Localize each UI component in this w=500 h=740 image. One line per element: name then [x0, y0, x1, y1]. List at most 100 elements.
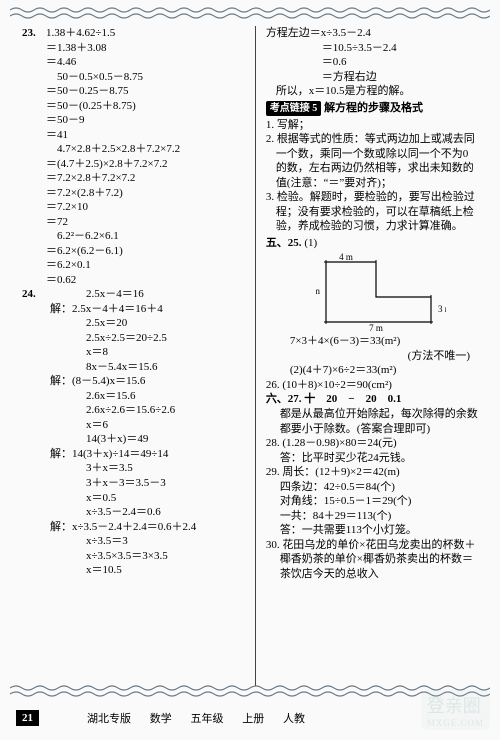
kaodian-body: 1. 写解；2. 根据等式的性质：等式两边加上或减去同一个数，乘同一个数或除以同… [266, 118, 478, 234]
right-column: 方程左边＝x÷3.5－2.4＝10.5÷3.5－2.4＝0.6＝方程右边所以，x… [266, 26, 478, 686]
verify-block: 方程左边＝x÷3.5－2.4＝10.5÷3.5－2.4＝0.6＝方程右边所以，x… [266, 26, 478, 99]
q24-number: 24. [22, 287, 46, 577]
calc-line: ＝72 [46, 215, 180, 230]
calc-line: ＝0.62 [46, 273, 180, 288]
q28: 28. (1.28－0.98)×80＝24(元) 答：比平时买少花24元钱。 [266, 436, 478, 465]
eq-head: 2.5x－4＝16 [46, 287, 245, 302]
q29-l5: 答：一共需要113个小灯笼。 [266, 523, 478, 538]
calc-line: ＝50－9 [46, 113, 180, 128]
watermark: 登亲圈 MXGE.COM [421, 690, 490, 730]
eq-step: 解：x÷3.5－2.4＋2.4＝0.6＋2.4 [46, 520, 245, 535]
kaodian-tag: 考点链接 5 [266, 101, 322, 116]
wave-border-top [10, 6, 490, 20]
q29-l4: 一共：84＋29＝113(个) [266, 509, 478, 524]
q25-calc2: (2)(4＋7)×6÷2＝33(m²) [266, 363, 478, 378]
q30-l1: 30. 花田乌龙的单价×花田乌龙卖出的杯数＋椰香奶茶的单价×椰香奶茶卖出的杯数＝… [266, 538, 478, 582]
eq-step: 3＋x－3＝3.5－3 [46, 476, 245, 491]
wave-border-bottom [10, 684, 490, 698]
eq-step: x÷3.5×3.5＝3×3.5 [46, 549, 245, 564]
calc-line: 50－0.5×0.5－8.75 [46, 70, 180, 85]
calc-line: ＝7.2×(2.8＋7.2) [46, 186, 180, 201]
svg-text:6 m: 6 m [316, 286, 320, 296]
verify-line: ＝10.5÷3.5－2.4 [266, 41, 478, 56]
eq-step: x＝0.5 [46, 491, 245, 506]
q25-diagram: 4 m 6 m 3 m 7 m [316, 252, 446, 332]
q27-body: 都是从最高位开始除起，每次除得的余数都要小于除数。(答案合理即可) [266, 407, 478, 436]
calc-line: ＝6.2×0.1 [46, 258, 180, 273]
page-number: 21 [16, 710, 39, 726]
q29-l2: 四条边：42÷0.5＝84(个) [266, 480, 478, 495]
q23-body: 1.38＋4.62÷1.5＝1.38＋3.08＝4.46 50－0.5×0.5－… [46, 26, 180, 287]
q25-calc1: 7×3＋4×(6－3)＝33(m²) [266, 334, 478, 349]
calc-line: ＝1.38＋3.08 [46, 41, 180, 56]
eq-step: x＝6 [46, 418, 245, 433]
q25-label: 五、25. [266, 237, 302, 249]
svg-text:4 m: 4 m [339, 252, 353, 262]
q24-body: 2.5x－4＝16解：2.5x－4＋4＝16＋42.5x＝202.5x÷2.5＝… [46, 287, 245, 577]
q27: 六、27. 十 20 − 20 0.1 都是从最高位开始除起，每次除得的余数都要… [266, 392, 478, 436]
q23-number: 23. [22, 26, 46, 287]
eq-step: x＝8 [46, 345, 245, 360]
calc-line: 1.38＋4.62÷1.5 [46, 26, 180, 41]
column-divider [255, 26, 256, 686]
calc-line: ＝41 [46, 128, 180, 143]
verify-line: 方程左边＝x÷3.5－2.4 [266, 26, 478, 41]
q28-l1: 28. (1.28－0.98)×80＝24(元) [266, 436, 478, 451]
eq-step: 3＋x＝3.5 [46, 461, 245, 476]
verify-line: ＝方程右边 [266, 70, 478, 85]
eq-step: 2.5x＝20 [46, 316, 245, 331]
footer-e: 人教 [283, 713, 305, 725]
kaodian-block: 考点链接 5 解方程的步骤及格式 1. 写解；2. 根据等式的性质：等式两边加上… [266, 101, 478, 234]
q25-part1: (1) [304, 237, 317, 249]
q26: 26. (10＋8)×10÷2＝90(cm²) [266, 378, 478, 393]
calc-line: ＝4.46 [46, 55, 180, 70]
eq-head: 14(3＋x)＝49 [46, 432, 245, 447]
q29-l3: 对角线：15÷0.5－1＝29(个) [266, 494, 478, 509]
footer-text: 湖北专版 数学 五年级 上册 人教 [79, 710, 313, 726]
calc-line: ＝7.2×2.8＋7.2×7.2 [46, 171, 180, 186]
q23: 23. 1.38＋4.62÷1.5＝1.38＋3.08＝4.46 50－0.5×… [22, 26, 245, 287]
q24: 24. 2.5x－4＝16解：2.5x－4＋4＝16＋42.5x＝202.5x÷… [22, 287, 245, 577]
watermark-small: MXGE.COM [427, 718, 484, 728]
kaodian-title: 解方程的步骤及格式 [324, 102, 423, 114]
eq-step: 2.6x÷2.6＝15.6÷2.6 [46, 403, 245, 418]
eq-step: x÷3.5＝3 [46, 534, 245, 549]
q29-l1: 29. 周长：(12＋9)×2＝42(m) [266, 465, 478, 480]
eq-step: 解：(8－5.4)x＝15.6 [46, 374, 245, 389]
svg-text:3 m: 3 m [438, 304, 446, 314]
verify-line: 所以，x＝10.5是方程的解。 [266, 84, 478, 99]
svg-text:7 m: 7 m [369, 323, 383, 332]
footer-d: 上册 [242, 713, 264, 725]
verify-line: ＝0.6 [266, 55, 478, 70]
eq-head: 8x－5.4x＝15.6 [46, 360, 245, 375]
footer-a: 湖北专版 [87, 713, 131, 725]
calc-line: ＝50－0.25－8.75 [46, 84, 180, 99]
left-column: 23. 1.38＋4.62÷1.5＝1.38＋3.08＝4.46 50－0.5×… [22, 26, 245, 686]
watermark-big: 登亲圈 [427, 696, 481, 716]
q30: 30. 花田乌龙的单价×花田乌龙卖出的杯数＋椰香奶茶的单价×椰香奶茶卖出的杯数＝… [266, 538, 478, 582]
footer-b: 数学 [150, 713, 172, 725]
eq-head: x÷3.5－2.4＝0.6 [46, 505, 245, 520]
calc-line: ＝7.2×10 [46, 200, 180, 215]
q25-note: (方法不唯一) [266, 349, 478, 364]
calc-line: ＝(4.7＋2.5)×2.8＋7.2×7.2 [46, 157, 180, 172]
calc-line: 4.7×2.8＋2.5×2.8＋7.2×7.2 [46, 142, 180, 157]
columns: 23. 1.38＋4.62÷1.5＝1.38＋3.08＝4.46 50－0.5×… [22, 26, 478, 686]
footer-c: 五年级 [191, 713, 224, 725]
eq-step: 2.5x÷2.5＝20÷2.5 [46, 331, 245, 346]
kaodian-line: 1. 写解； [276, 118, 478, 133]
kaodian-line: 2. 根据等式的性质：等式两边加上或减去同一个数，乘同一个数或除以同一个不为0的… [276, 132, 478, 190]
q27-head: 六、27. 十 20 − 20 0.1 [266, 393, 402, 405]
kaodian-line: 3. 检验。解题时，要检验的，要写出检验过程；没有要求检验的，可以在草稿纸上检验… [276, 190, 478, 234]
q28-l2: 答：比平时买少花24元钱。 [266, 451, 478, 466]
eq-step: 解：14(3＋x)÷14＝49÷14 [46, 447, 245, 462]
calc-line: ＝50－(0.25＋8.75) [46, 99, 180, 114]
eq-step: x＝10.5 [46, 563, 245, 578]
calc-line: ＝6.2×(6.2－6.1) [46, 244, 180, 259]
eq-step: 解：2.5x－4＋4＝16＋4 [46, 302, 245, 317]
q25: 五、25. (1) 4 m 6 m 3 m 7 m 7×3＋4×(6－3)＝33… [266, 236, 478, 378]
q29: 29. 周长：(12＋9)×2＝42(m) 四条边：42÷0.5＝84(个) 对… [266, 465, 478, 538]
eq-step: 2.6x＝15.6 [46, 389, 245, 404]
calc-line: 6.2²－6.2×6.1 [46, 229, 180, 244]
page: 23. 1.38＋4.62÷1.5＝1.38＋3.08＝4.46 50－0.5×… [0, 0, 500, 740]
